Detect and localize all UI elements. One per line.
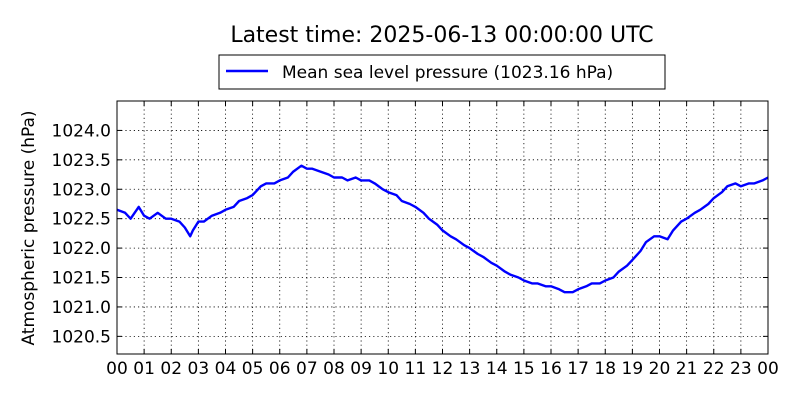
x-tick-label: 01	[133, 359, 155, 379]
x-tick-label: 17	[567, 359, 589, 379]
x-tick-label: 21	[676, 359, 698, 379]
y-tick-label: 1024.0	[52, 121, 111, 141]
x-tick-label: 12	[432, 359, 454, 379]
legend: Mean sea level pressure (1023.16 hPa)	[218, 54, 666, 90]
y-tick-label: 1021.5	[52, 269, 111, 289]
grid	[117, 101, 768, 354]
chart-title: Latest time: 2025-06-13 00:00:00 UTC	[230, 23, 653, 48]
x-tick-label: 18	[594, 359, 616, 379]
y-tick-label: 1022.5	[52, 210, 111, 230]
x-tick-label: 04	[215, 359, 237, 379]
x-tick-label: 19	[622, 359, 644, 379]
x-tick-label: 10	[377, 359, 399, 379]
x-tick-label: 02	[160, 359, 182, 379]
x-tick-label: 08	[323, 359, 345, 379]
y-axis-label: Atmospheric pressure (hPa)	[19, 110, 39, 345]
legend-label: Mean sea level pressure (1023.16 hPa)	[282, 63, 613, 83]
y-tick-label: 1023.0	[52, 180, 111, 200]
x-tick-label: 23	[730, 359, 752, 379]
x-tick-label: 00	[106, 359, 128, 379]
y-tick-label: 1021.0	[52, 298, 111, 318]
x-tick-label: 07	[296, 359, 318, 379]
x-tick-label: 09	[350, 359, 372, 379]
y-tick-label: 1023.5	[52, 151, 111, 171]
x-tick-label: 13	[459, 359, 481, 379]
y-tick-label: 1020.5	[52, 327, 111, 347]
legend-box	[218, 54, 666, 90]
series-line-mean-sea-level-pressure	[116, 164, 769, 294]
x-tick-label: 05	[242, 359, 264, 379]
x-tick-label: 06	[269, 359, 291, 379]
x-tick-label: 11	[405, 359, 427, 379]
y-tick-label: 1022.0	[52, 239, 111, 259]
x-tick-label: 20	[649, 359, 671, 379]
x-tick-label: 15	[513, 359, 535, 379]
ticks: 00 01 02 03 04 05 06 07 08 09 10 11 12 13 14 15 16 17 18 19…	[52, 101, 779, 379]
x-tick-label: 14	[486, 359, 508, 379]
plot-area	[116, 164, 769, 294]
x-tick-label: 16	[540, 359, 562, 379]
x-tick-label: 03	[188, 359, 210, 379]
x-tick-label: 22	[703, 359, 725, 379]
x-tick-label: 00	[757, 359, 779, 379]
